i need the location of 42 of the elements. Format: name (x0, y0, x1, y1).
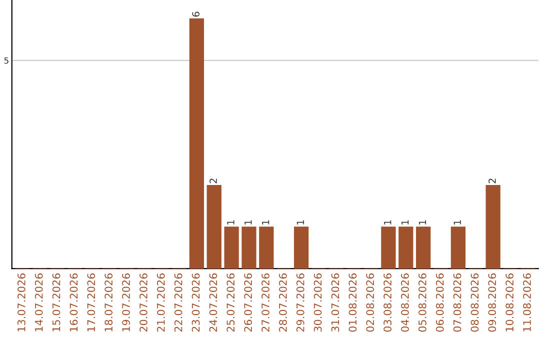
data-label: 1 (401, 220, 409, 224)
y-tick-label: 5 (4, 57, 8, 64)
x-tick-label: 31.07.2026 (331, 273, 340, 332)
x-tick-label: 20.07.2026 (140, 273, 148, 332)
data-label: 1 (384, 220, 392, 224)
x-tick-label: 09.08.2026 (488, 273, 496, 332)
x-tick-label: 04.08.2026 (401, 273, 409, 332)
x-tick-label: 08.08.2026 (470, 273, 479, 332)
x-tick-label: 19.07.2026 (122, 273, 130, 332)
x-tick-label: 17.07.2026 (87, 273, 96, 332)
x-tick-label: 07.08.2026 (453, 273, 462, 332)
x-tick-label: 02.08.2026 (366, 273, 374, 332)
data-label: 1 (454, 220, 461, 224)
x-tick-label: 25.07.2026 (226, 273, 235, 332)
data-label: 6 (192, 12, 200, 17)
x-tick-label: 13.07.2026 (17, 273, 26, 332)
x-tick-label: 11.08.2026 (523, 273, 531, 332)
data-label: 1 (296, 220, 304, 224)
x-tick-label: 27.07.2026 (262, 273, 270, 332)
x-tick-label: 23.07.2026 (192, 273, 200, 332)
data-label: 1 (227, 220, 234, 224)
x-tick-label: 05.08.2026 (418, 273, 426, 332)
x-tick-label: 26.07.2026 (244, 273, 252, 332)
data-label: 2 (210, 178, 217, 184)
data-label: 2 (488, 178, 496, 184)
x-tick-label: 24.07.2026 (209, 273, 218, 332)
data-label: 1 (262, 220, 270, 224)
data-label: 1 (418, 220, 426, 224)
x-tick-label: 14.07.2026 (34, 273, 43, 332)
x-tick-label: 21.07.2026 (156, 273, 165, 332)
x-tick-label: 16.07.2026 (70, 273, 78, 332)
x-tick-label: 06.08.2026 (436, 273, 444, 332)
x-tick-label: 03.08.2026 (384, 273, 392, 332)
x-tick-label: 01.08.2026 (348, 273, 357, 332)
x-tick-label: 30.07.2026 (314, 273, 322, 332)
x-tick-label: 22.07.2026 (174, 273, 182, 332)
x-tick-label: 10.08.2026 (506, 273, 514, 332)
x-tick-label: 15.07.2026 (52, 273, 60, 332)
x-tick-label: 29.07.2026 (296, 273, 304, 332)
data-label: 1 (244, 220, 252, 224)
x-tick-label: 28.07.2026 (278, 273, 287, 332)
x-tick-label: 18.07.2026 (104, 273, 113, 332)
